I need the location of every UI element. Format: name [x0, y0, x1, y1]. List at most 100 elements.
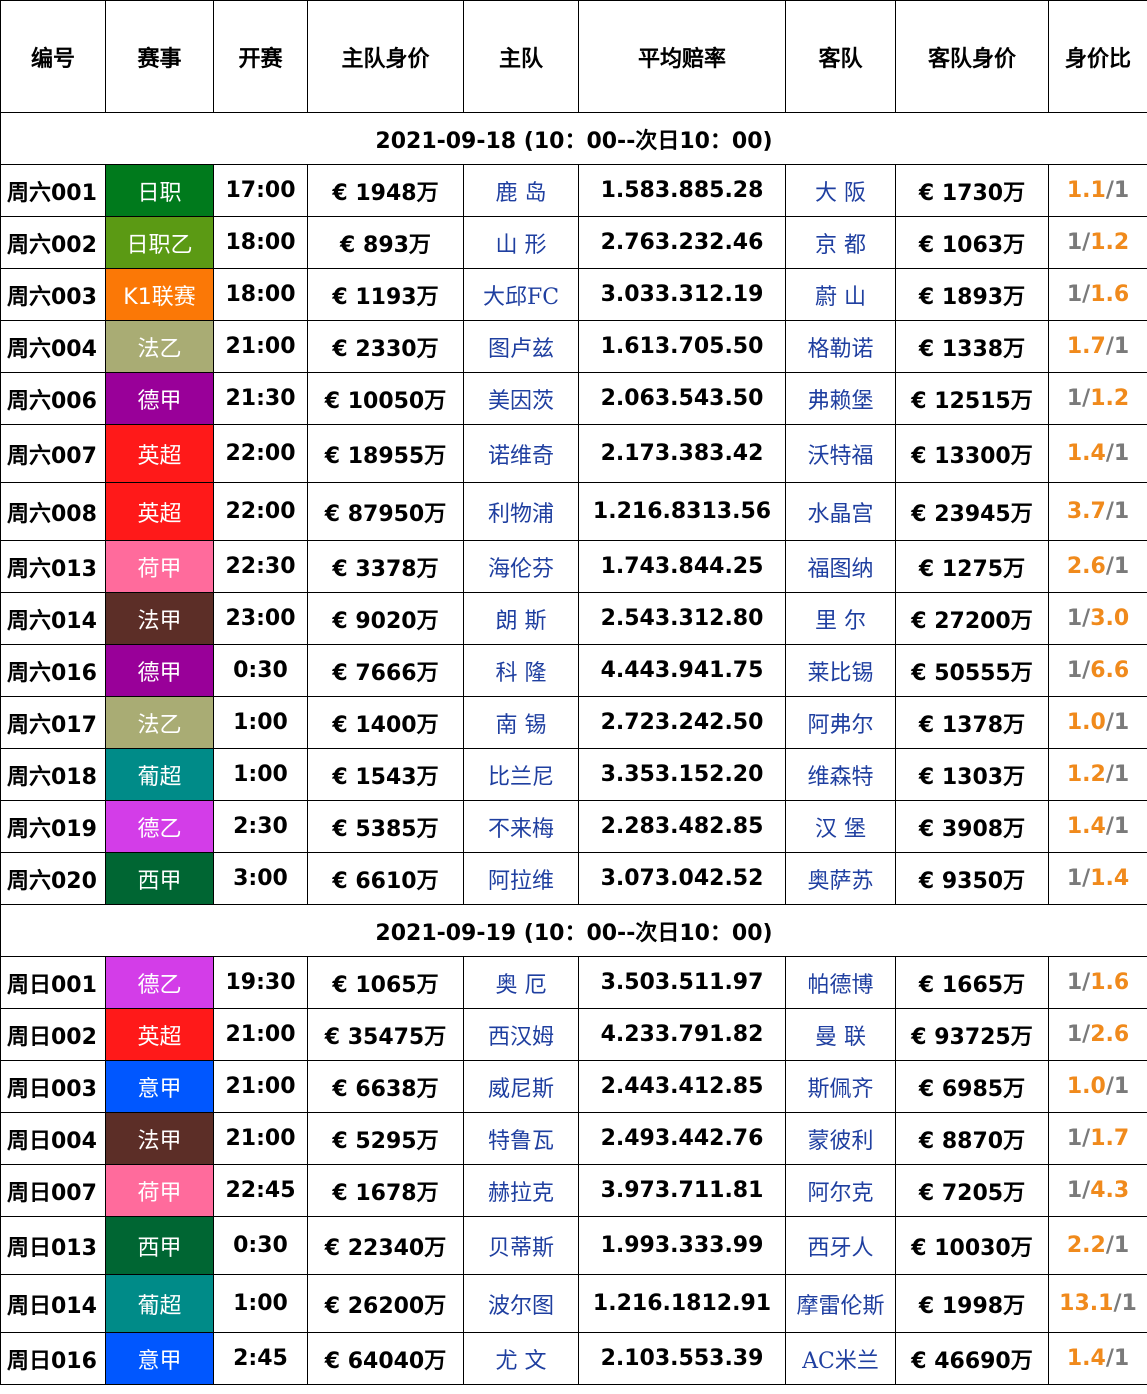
away-team-cell: 大 阪: [785, 164, 896, 217]
ratio-separator: /: [1082, 970, 1091, 995]
value-ratio-cell: 1/6.6: [1048, 644, 1147, 697]
avg-odds-cell: 3.033.312.19: [578, 268, 786, 321]
value-ratio-cell: 1/1.2: [1048, 372, 1147, 425]
league-badge: 德乙: [105, 956, 214, 1009]
league-badge: 日职乙: [105, 216, 214, 269]
ratio-right-value: 1.2: [1090, 230, 1130, 255]
match-id-cell: 周六004: [0, 320, 106, 373]
away-team-cell: 维森特: [785, 748, 896, 801]
away-value-cell: € 93725万: [895, 1008, 1049, 1061]
away-value-cell: € 1338万: [895, 320, 1049, 373]
ratio-separator: /: [1082, 282, 1091, 307]
match-id-cell: 周日013: [0, 1216, 106, 1275]
home-team-cell: 西汉姆: [463, 1008, 579, 1061]
table-row: 周日016 意甲 2:45 € 64040万尤 文 2.103.553.39 AC米兰 € …: [0, 1332, 1147, 1385]
away-value-cell: € 1303万: [895, 748, 1049, 801]
table-row: 周日002 英超 21:00 € 35475万 西汉姆 4.233.791.82 曼 联 € …: [0, 1008, 1147, 1061]
ratio-separator: /: [1082, 1126, 1091, 1151]
ratio-left-value: 1: [1066, 1126, 1083, 1151]
ratio-left-value: 1.0: [1066, 710, 1106, 735]
ratio-left-value: 13.1: [1059, 1291, 1114, 1316]
ratio-separator: /: [1082, 866, 1091, 891]
ratio-right-value: 1: [1113, 1233, 1130, 1258]
ratio-left-value: 1: [1066, 230, 1083, 255]
match-id-cell: 周六007: [0, 424, 106, 483]
league-badge: 意甲: [105, 1060, 214, 1113]
away-value-cell: € 27200万: [895, 592, 1049, 645]
ratio-separator: /: [1105, 554, 1114, 579]
kickoff-time-cell: 18:00: [213, 216, 308, 269]
kickoff-time-cell: 19:30: [213, 956, 308, 1009]
kickoff-time-cell: 0:30: [213, 644, 308, 697]
avg-odds-cell: 1.743.844.25: [578, 540, 786, 593]
home-team-cell: 海伦芬: [463, 540, 579, 593]
home-team-cell: 山 形: [463, 216, 579, 269]
avg-odds-cell: 1.993.333.99: [578, 1216, 786, 1275]
match-id-cell: 周日014: [0, 1274, 106, 1333]
ratio-left-value: 1: [1066, 606, 1083, 631]
kickoff-time-cell: 21:00: [213, 1008, 308, 1061]
ratio-right-value: 1: [1113, 1074, 1130, 1099]
away-team-cell: 西牙人: [785, 1216, 896, 1275]
home-value-cell: € 1678万: [307, 1164, 464, 1217]
kickoff-time-cell: 21:00: [213, 1060, 308, 1113]
avg-odds-cell: 3.973.711.81: [578, 1164, 786, 1217]
league-badge: 德甲: [105, 372, 214, 425]
home-value-cell: € 5385万: [307, 800, 464, 853]
value-ratio-cell: 1/1.4: [1048, 852, 1147, 905]
away-value-cell: € 46690万: [895, 1332, 1049, 1385]
home-team-cell: 奥 厄: [463, 956, 579, 1009]
home-value-cell: € 87950万: [307, 482, 464, 541]
table-row: 周六018 葡超 1:00 € 1543万 比兰尼 3.353.152.20 维森特 € 13…: [0, 748, 1147, 801]
value-ratio-cell: 1.4/1: [1048, 424, 1147, 483]
match-id-cell: 周日007: [0, 1164, 106, 1217]
home-team-cell: 鹿 岛: [463, 164, 579, 217]
match-id-cell: 周六003: [0, 268, 106, 321]
home-team-cell: 波尔图: [463, 1274, 579, 1333]
avg-odds-cell: 2.173.383.42: [578, 424, 786, 483]
ratio-left-value: 1.1: [1066, 178, 1106, 203]
home-value-cell: € 1065万: [307, 956, 464, 1009]
league-badge: 法乙: [105, 696, 214, 749]
kickoff-time-cell: 22:00: [213, 482, 308, 541]
match-id-cell: 周六002: [0, 216, 106, 269]
away-team-cell: 摩雷伦斯: [785, 1274, 896, 1333]
away-value-cell: € 1063万: [895, 216, 1049, 269]
avg-odds-cell: 2.493.442.76: [578, 1112, 786, 1165]
match-id-cell: 周六014: [0, 592, 106, 645]
ratio-right-value: 1.2: [1090, 386, 1130, 411]
ratio-right-value: 1.7: [1090, 1126, 1130, 1151]
away-value-cell: € 3908万: [895, 800, 1049, 853]
home-value-cell: € 1400万: [307, 696, 464, 749]
ratio-right-value: 1.6: [1090, 282, 1130, 307]
league-badge: 法甲: [105, 592, 214, 645]
home-value-cell: € 9020万: [307, 592, 464, 645]
match-id-cell: 周日001: [0, 956, 106, 1009]
league-badge: 英超: [105, 424, 214, 483]
home-team-cell: 阿拉维: [463, 852, 579, 905]
away-value-cell: € 50555万: [895, 644, 1049, 697]
kickoff-time-cell: 21:00: [213, 1112, 308, 1165]
home-value-cell: € 6638万: [307, 1060, 464, 1113]
table-row: 周六013 荷甲 22:30 € 3378万 海伦芬 1.743.844.25 福图纳 € 1…: [0, 540, 1147, 593]
col-header-away-value: 客队身价: [895, 0, 1049, 113]
kickoff-time-cell: 22:45: [213, 1164, 308, 1217]
league-badge: 葡超: [105, 748, 214, 801]
date-group-label: 2021-09-19 (10：00--次日10：00): [0, 904, 1147, 957]
table-row: 周六017 法乙 1:00 € 1400万南 锡 2.723.242.50 阿弗尔 € 13…: [0, 696, 1147, 749]
home-value-cell: € 7666万: [307, 644, 464, 697]
ratio-separator: /: [1082, 230, 1091, 255]
ratio-left-value: 1: [1066, 866, 1083, 891]
col-header-league: 赛事: [105, 0, 214, 113]
kickoff-time-cell: 21:00: [213, 320, 308, 373]
league-badge: 德甲: [105, 644, 214, 697]
ratio-separator: /: [1105, 814, 1114, 839]
away-value-cell: € 1730万: [895, 164, 1049, 217]
match-id-cell: 周日002: [0, 1008, 106, 1061]
table-row: 周六016 德甲 0:30 € 7666万科 隆 4.443.941.75 莱比锡 € 50…: [0, 644, 1147, 697]
league-badge: 日职: [105, 164, 214, 217]
match-id-cell: 周六019: [0, 800, 106, 853]
table-row: 周六020 西甲 3:00 € 6610万 阿拉维 3.073.042.52 奥萨苏 € 93…: [0, 852, 1147, 905]
ratio-separator: /: [1105, 710, 1114, 735]
date-group-row: 2021-09-19 (10：00--次日10：00): [0, 904, 1147, 957]
